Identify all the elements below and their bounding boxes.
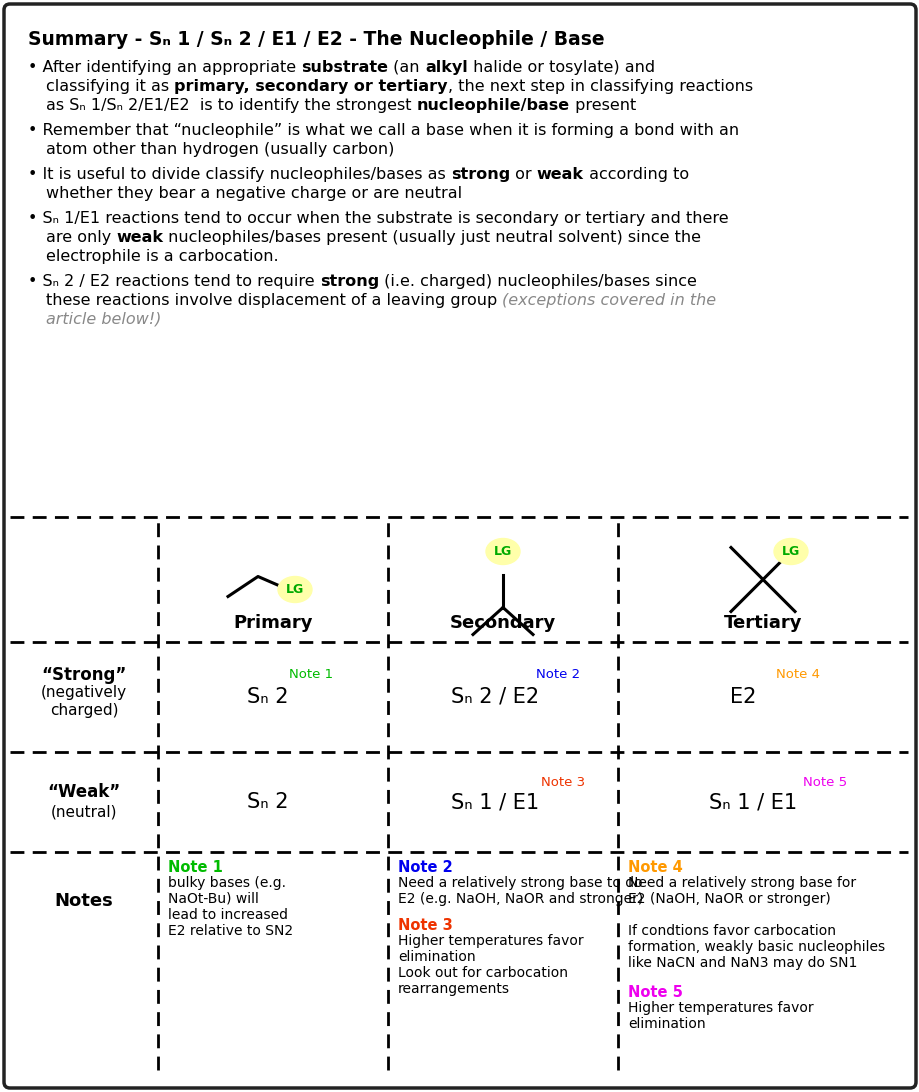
Text: If condtions favor carbocation: If condtions favor carbocation <box>628 924 835 938</box>
Text: • After identifying an appropriate: • After identifying an appropriate <box>28 60 301 75</box>
Text: bulky bases (e.g.: bulky bases (e.g. <box>168 876 286 890</box>
Text: weak: weak <box>116 230 164 245</box>
Text: present: present <box>569 98 635 112</box>
Text: article below!): article below!) <box>46 312 161 327</box>
Text: (negatively: (negatively <box>40 686 127 700</box>
Text: Note 3: Note 3 <box>540 775 584 788</box>
Text: elimination: elimination <box>628 1017 705 1031</box>
Text: halide or tosylate) and: halide or tosylate) and <box>467 60 654 75</box>
Text: (exceptions covered in the: (exceptions covered in the <box>502 293 716 308</box>
Text: Note 2: Note 2 <box>536 668 580 681</box>
Text: atom other than hydrogen (usually carbon): atom other than hydrogen (usually carbon… <box>46 142 394 157</box>
Text: E2 relative to SN2: E2 relative to SN2 <box>168 924 293 938</box>
Text: as Sₙ 1/Sₙ 2/E1/E2  is to identify the strongest: as Sₙ 1/Sₙ 2/E1/E2 is to identify the st… <box>46 98 416 112</box>
Text: or: or <box>509 167 537 182</box>
Text: primary, secondary or tertiary: primary, secondary or tertiary <box>174 79 448 94</box>
Text: strong: strong <box>320 274 379 289</box>
Ellipse shape <box>773 538 807 565</box>
Text: (i.e. charged) nucleophiles/bases since: (i.e. charged) nucleophiles/bases since <box>379 274 696 289</box>
Text: Need a relatively strong base to do: Need a relatively strong base to do <box>398 876 642 890</box>
Text: these reactions involve displacement of a leaving group: these reactions involve displacement of … <box>46 293 502 308</box>
Text: Sₙ 1 / E1: Sₙ 1 / E1 <box>450 792 539 812</box>
Text: LG: LG <box>494 545 512 558</box>
Text: alkyl: alkyl <box>425 60 467 75</box>
Text: Higher temperatures favor: Higher temperatures favor <box>628 1001 812 1014</box>
FancyBboxPatch shape <box>4 4 915 1088</box>
Text: • It is useful to divide classify nucleophiles/bases as: • It is useful to divide classify nucleo… <box>28 167 450 182</box>
Text: LG: LG <box>781 545 800 558</box>
Text: substrate: substrate <box>301 60 388 75</box>
Text: according to: according to <box>584 167 688 182</box>
Text: Note 5: Note 5 <box>628 985 682 1000</box>
Text: strong: strong <box>450 167 509 182</box>
Text: NaOt-Bu) will: NaOt-Bu) will <box>168 892 258 906</box>
Text: classifying it as: classifying it as <box>46 79 174 94</box>
Text: Summary - Sₙ 1 / Sₙ 2 / E1 / E2 - The Nucleophile / Base: Summary - Sₙ 1 / Sₙ 2 / E1 / E2 - The Nu… <box>28 29 604 49</box>
Text: Primary: Primary <box>233 614 312 632</box>
Text: are only: are only <box>46 230 116 245</box>
Text: Sₙ 2 / E2: Sₙ 2 / E2 <box>450 687 539 707</box>
Text: elimination: elimination <box>398 950 475 964</box>
Text: , the next step in classifying reactions: , the next step in classifying reactions <box>448 79 752 94</box>
Text: • Sₙ 2 / E2 reactions tend to require: • Sₙ 2 / E2 reactions tend to require <box>28 274 320 289</box>
Text: Need a relatively strong base for: Need a relatively strong base for <box>628 876 856 890</box>
Text: nucleophiles/bases present (usually just neutral solvent) since the: nucleophiles/bases present (usually just… <box>164 230 700 245</box>
Text: Secondary: Secondary <box>449 614 555 632</box>
Text: Higher temperatures favor: Higher temperatures favor <box>398 934 583 948</box>
Text: E2 (NaOH, NaOR or stronger): E2 (NaOH, NaOR or stronger) <box>628 892 830 906</box>
Text: “Weak”: “Weak” <box>47 783 120 802</box>
Text: Note 5: Note 5 <box>802 775 846 788</box>
Ellipse shape <box>278 577 312 603</box>
Text: Sₙ 1 / E1: Sₙ 1 / E1 <box>709 792 796 812</box>
Text: nucleophile/base: nucleophile/base <box>416 98 569 112</box>
Text: Note 1: Note 1 <box>289 668 333 681</box>
Text: Note 3: Note 3 <box>398 918 452 933</box>
Text: whether they bear a negative charge or are neutral: whether they bear a negative charge or a… <box>46 186 461 201</box>
Text: Note 2: Note 2 <box>398 860 452 875</box>
Text: Note 4: Note 4 <box>775 668 819 681</box>
Text: (an: (an <box>388 60 425 75</box>
Text: Notes: Notes <box>54 892 113 910</box>
Text: (neutral): (neutral) <box>51 805 117 819</box>
Text: Sₙ 2: Sₙ 2 <box>247 687 289 707</box>
Text: lead to increased: lead to increased <box>168 909 288 922</box>
Text: like NaCN and NaN3 may do SN1: like NaCN and NaN3 may do SN1 <box>628 956 857 970</box>
Text: • Remember that “nucleophile” is what we call a base when it is forming a bond w: • Remember that “nucleophile” is what we… <box>28 123 738 138</box>
Text: Sₙ 2: Sₙ 2 <box>247 792 289 812</box>
Text: Note 1: Note 1 <box>168 860 222 875</box>
Text: E2 (e.g. NaOH, NaOR and stronger): E2 (e.g. NaOH, NaOR and stronger) <box>398 892 642 906</box>
Text: LG: LG <box>286 583 304 596</box>
Text: weak: weak <box>537 167 584 182</box>
Text: Note 4: Note 4 <box>628 860 682 875</box>
Text: Look out for carbocation: Look out for carbocation <box>398 966 567 980</box>
Text: Tertiary: Tertiary <box>723 614 801 632</box>
Text: charged): charged) <box>50 703 119 719</box>
Text: E2: E2 <box>729 687 755 707</box>
Text: • Sₙ 1/E1 reactions tend to occur when the substrate is secondary or tertiary an: • Sₙ 1/E1 reactions tend to occur when t… <box>28 211 728 226</box>
Text: formation, weakly basic nucleophiles: formation, weakly basic nucleophiles <box>628 940 884 954</box>
Text: “Strong”: “Strong” <box>41 666 127 684</box>
Text: rearrangements: rearrangements <box>398 982 509 996</box>
Ellipse shape <box>485 538 519 565</box>
Text: electrophile is a carbocation.: electrophile is a carbocation. <box>46 249 278 264</box>
